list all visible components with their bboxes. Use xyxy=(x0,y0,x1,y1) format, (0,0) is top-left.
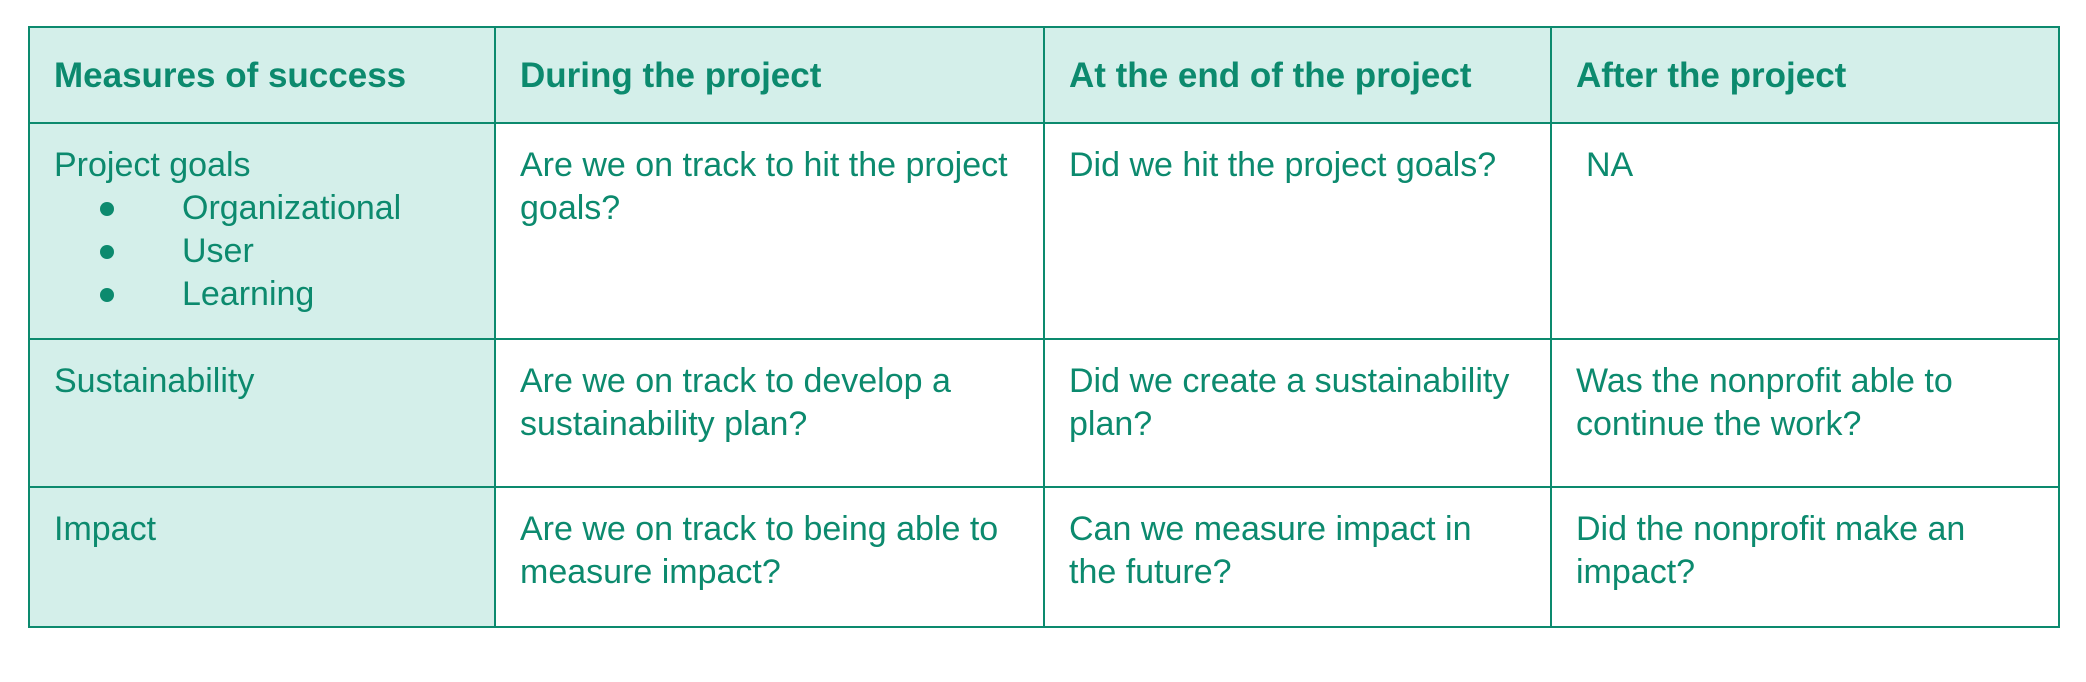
cell-after: Did the nonprofit make an impact? xyxy=(1550,486,2060,628)
cell-end: Can we measure impact in the future? xyxy=(1043,486,1552,628)
cell-during: Are we on track to being able to measure… xyxy=(494,486,1045,628)
header-after-project: After the project xyxy=(1550,26,2060,124)
measures-of-success-table: Measures of success During the project A… xyxy=(28,26,2060,628)
bullet-icon xyxy=(100,287,114,302)
row-label: Impact xyxy=(28,486,496,628)
table-row-impact: Impact Are we on track to being able to … xyxy=(28,486,2060,628)
cell-after: NA xyxy=(1550,122,2060,340)
list-item-text: User xyxy=(182,232,254,270)
cell-during: Are we on track to develop a sustainabil… xyxy=(494,338,1045,488)
cell-end: Did we create a sustainability plan? xyxy=(1043,338,1552,488)
row-label: Project goals xyxy=(54,146,251,184)
row-label-cell: Project goals Organizational User Learni… xyxy=(28,122,496,340)
project-goals-list: Organizational User Learning xyxy=(54,187,470,316)
table-row-project-goals: Project goals Organizational User Learni… xyxy=(28,122,2060,340)
cell-after: Was the nonprofit able to continue the w… xyxy=(1550,338,2060,488)
header-during-project: During the project xyxy=(494,26,1045,124)
bullet-icon xyxy=(100,201,114,216)
list-item: Learning xyxy=(54,273,470,316)
row-label: Sustainability xyxy=(28,338,496,488)
cell-end: Did we hit the project goals? xyxy=(1043,122,1552,340)
cell-after-text: NA xyxy=(1586,146,1634,184)
list-item-text: Organizational xyxy=(182,189,402,227)
list-item: Organizational xyxy=(54,187,470,230)
header-end-of-project: At the end of the project xyxy=(1043,26,1552,124)
list-item-text: Learning xyxy=(182,275,315,313)
list-item: User xyxy=(54,230,470,273)
bullet-icon xyxy=(100,244,114,259)
cell-during: Are we on track to hit the project goals… xyxy=(494,122,1045,340)
header-measures-of-success: Measures of success xyxy=(28,26,496,124)
table-row-sustainability: Sustainability Are we on track to develo… xyxy=(28,338,2060,488)
header-row: Measures of success During the project A… xyxy=(28,26,2060,124)
